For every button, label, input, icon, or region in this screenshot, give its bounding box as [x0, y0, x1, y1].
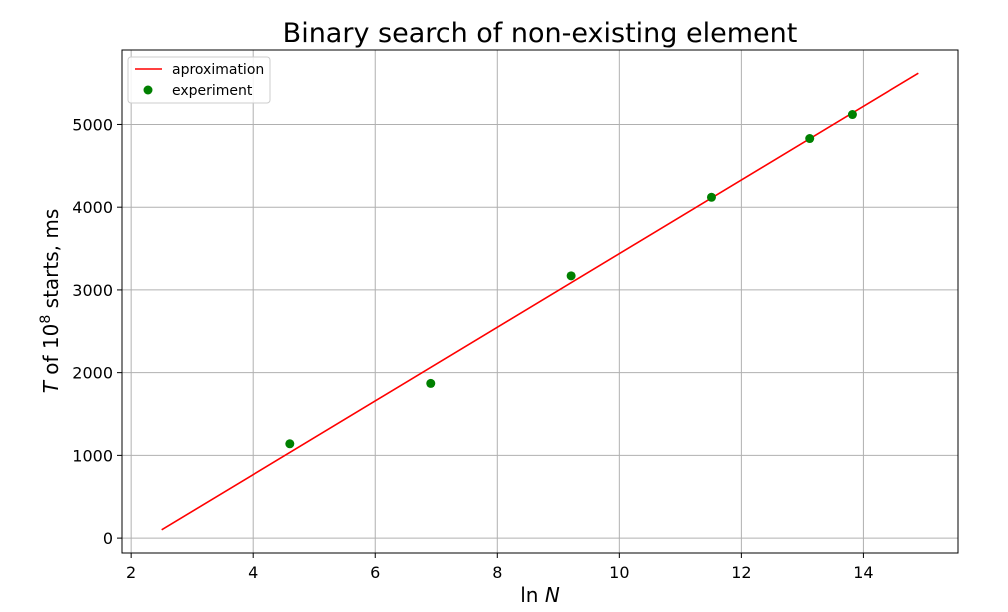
legend: aproximation experiment: [127, 56, 271, 104]
x-tick-label: 6: [370, 563, 380, 582]
y-axis-label: T of 108 starts, ms: [38, 209, 63, 394]
chart-title: Binary search of non-existing element: [283, 18, 798, 49]
grid: [122, 50, 958, 553]
x-tick-label: 4: [248, 563, 258, 582]
y-tick-label: 2000: [72, 364, 113, 383]
y-tick-label: 1000: [72, 446, 113, 465]
axes-frame: [121, 49, 959, 554]
experiment-point: [706, 192, 716, 202]
x-tick-label: 10: [609, 563, 629, 582]
legend-label-aproximation: aproximation: [172, 62, 264, 78]
experiment-point: [847, 110, 857, 120]
experiment-point: [285, 439, 295, 449]
x-tick-label: 12: [731, 563, 751, 582]
legend-label-experiment: experiment: [172, 83, 253, 99]
x-tick-label: 2: [126, 563, 136, 582]
series-line-aproximation: [161, 72, 919, 531]
y-tick-label: 0: [103, 529, 113, 548]
legend-dot-marker: [143, 85, 153, 95]
y-tick-label: 4000: [72, 198, 113, 217]
y-tick-label: 5000: [72, 115, 113, 134]
y-tick-label: 3000: [72, 281, 113, 300]
x-tick-label: 14: [853, 563, 873, 582]
x-axis-label: ln N: [520, 583, 560, 607]
experiment-point: [566, 271, 576, 281]
legend-box: [127, 56, 271, 104]
x-tick-label: 8: [492, 563, 502, 582]
ticks: 2 4 6 8 10 12 14 0 1000 2000 3000 4000 5000: [72, 115, 873, 582]
experiment-point: [426, 378, 436, 388]
experiment-point: [805, 134, 815, 144]
plot-area: [161, 72, 919, 531]
